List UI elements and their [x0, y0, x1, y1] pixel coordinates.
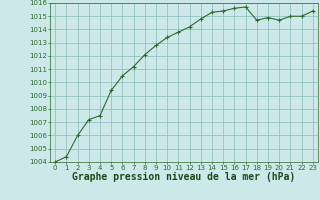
X-axis label: Graphe pression niveau de la mer (hPa): Graphe pression niveau de la mer (hPa): [72, 172, 296, 182]
